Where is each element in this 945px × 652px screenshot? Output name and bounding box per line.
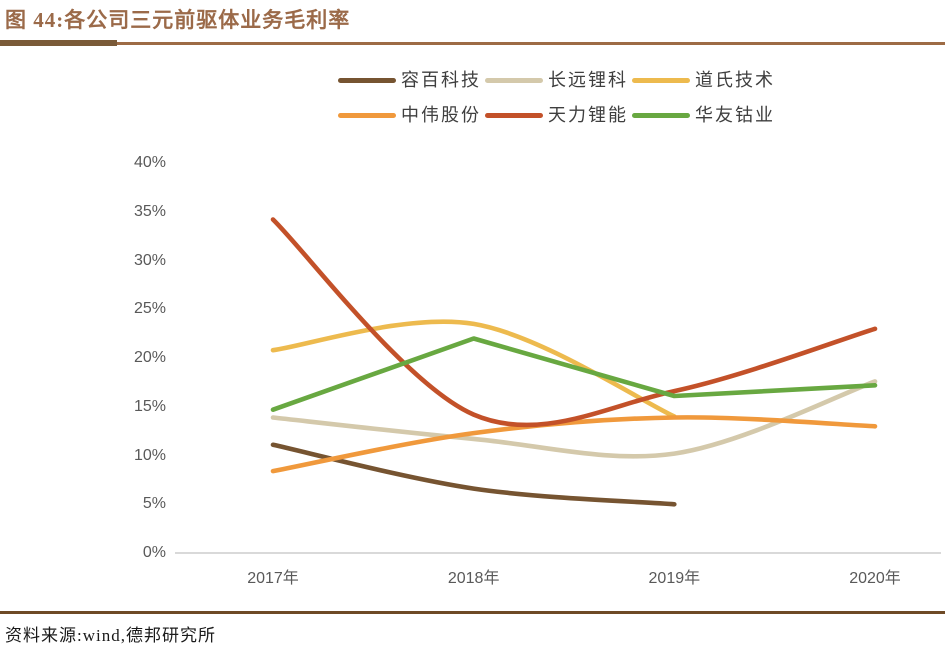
legend-item-zhongwei: 中伟股份 <box>338 103 481 127</box>
legend-swatch-rongbai <box>338 77 396 83</box>
y-tick-label: 30% <box>133 251 166 269</box>
legend-label-daoshi: 道氏技术 <box>695 70 775 90</box>
x-tick-label: 2020年 <box>849 570 901 587</box>
legend-item-tianli: 天力锂能 <box>485 103 628 127</box>
y-tick-label: 10% <box>133 446 166 464</box>
chart-legend-row-1: 容百科技 长远锂科 道氏技术 <box>338 68 779 92</box>
figure-title: 图 44:各公司三元前驱体业务毛利率 <box>5 8 351 32</box>
legend-item-huayou: 华友钴业 <box>632 103 775 127</box>
series-line-zhongwei <box>270 415 878 474</box>
x-tick-label: 2018年 <box>447 570 500 587</box>
y-tick-label: 0% <box>142 544 166 561</box>
legend-label-huayou: 华友钴业 <box>695 105 775 125</box>
series-line-huayou <box>270 336 878 412</box>
series-line-changyuan <box>270 379 878 459</box>
y-tick-label: 5% <box>142 495 166 513</box>
y-tick-label: 40% <box>133 154 166 171</box>
x-tick-label: 2017年 <box>247 570 299 587</box>
legend-swatch-changyuan <box>485 77 543 83</box>
legend-label-tianli: 天力锂能 <box>548 105 628 125</box>
series-line-daoshi <box>270 319 677 419</box>
y-tick-label: 15% <box>133 397 166 415</box>
title-divider-line <box>117 42 945 45</box>
source-note: 资料来源:wind,德邦研究所 <box>5 626 216 645</box>
series-line-tianli <box>270 217 878 428</box>
footer-divider <box>0 611 945 614</box>
legend-swatch-daoshi <box>632 77 690 83</box>
chart-legend-row-2: 中伟股份 天力锂能 华友钴业 <box>338 103 779 127</box>
legend-label-rongbai: 容百科技 <box>401 70 481 90</box>
y-tick-label: 25% <box>133 300 166 318</box>
legend-label-changyuan: 长远锂科 <box>548 70 628 90</box>
legend-label-zhongwei: 中伟股份 <box>401 105 481 125</box>
y-tick-label: 20% <box>133 349 166 366</box>
legend-swatch-huayou <box>632 112 690 118</box>
title-divider-accent <box>0 40 117 46</box>
legend-item-rongbai: 容百科技 <box>338 68 481 92</box>
legend-swatch-tianli <box>485 112 543 118</box>
series-line-rongbai <box>270 442 677 507</box>
legend-item-changyuan: 长远锂科 <box>485 68 628 92</box>
x-tick-label: 2019年 <box>648 570 701 587</box>
legend-item-daoshi: 道氏技术 <box>632 68 775 92</box>
y-tick-label: 35% <box>133 202 166 220</box>
legend-swatch-zhongwei <box>338 112 396 118</box>
